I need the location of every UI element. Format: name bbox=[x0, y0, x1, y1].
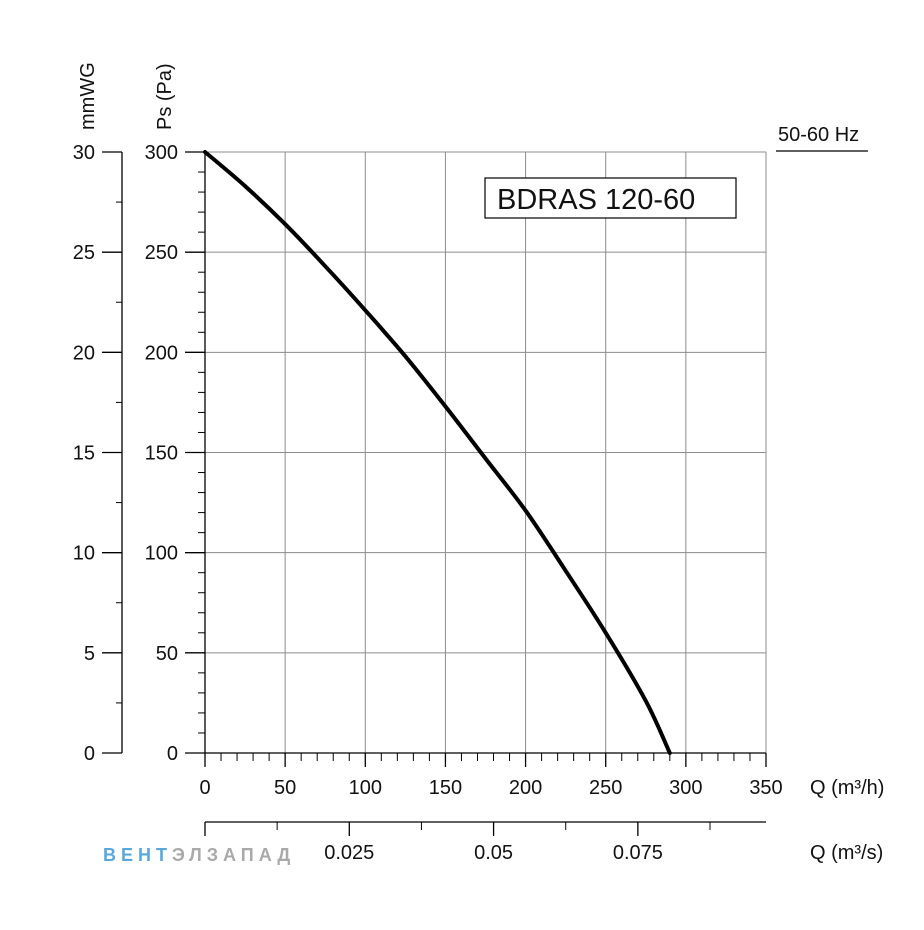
x-tick-label: 350 bbox=[749, 777, 782, 799]
frequency-label: 50-60 Hz bbox=[778, 124, 859, 146]
x-axis-title: Q (m³/h) bbox=[810, 777, 884, 799]
grid bbox=[205, 151, 767, 753]
x-tick-label: 250 bbox=[589, 777, 622, 799]
x-tick-label: 200 bbox=[509, 777, 542, 799]
y2-tick-label: 30 bbox=[73, 142, 95, 164]
y-tick-label: 50 bbox=[156, 643, 178, 665]
y-tick-label: 250 bbox=[145, 242, 178, 264]
y2-tick-label: 5 bbox=[84, 643, 95, 665]
x-tick-label: 100 bbox=[349, 777, 382, 799]
y2-tick-label: 15 bbox=[73, 443, 95, 465]
y2-tick-label: 10 bbox=[73, 543, 95, 565]
x-tick-label: 300 bbox=[669, 777, 702, 799]
y-tick-label: 300 bbox=[145, 142, 178, 164]
x2-tick-label: 0.025 bbox=[324, 842, 374, 864]
performance-curve bbox=[203, 150, 672, 755]
y-tick-label: 0 bbox=[167, 743, 178, 765]
y2-tick-label: 25 bbox=[73, 242, 95, 264]
y2-axis-title: mmWG bbox=[77, 62, 99, 130]
watermark-part-2: ЭЛ bbox=[172, 845, 207, 865]
x-tick-label: 0 bbox=[199, 777, 210, 799]
watermark: ВЕНТЭЛЗАПАД bbox=[103, 845, 295, 865]
x-tick-label: 150 bbox=[429, 777, 462, 799]
model-label: BDRAS 120-60 bbox=[497, 184, 695, 216]
ticks bbox=[102, 151, 767, 836]
watermark-part-3: ЗАПАД bbox=[207, 845, 295, 865]
y-axis-title: Ps (Pa) bbox=[154, 63, 176, 130]
x2-tick-label: 0.075 bbox=[613, 842, 663, 864]
watermark-part-1: ВЕНТ bbox=[103, 845, 172, 865]
y-tick-label: 100 bbox=[145, 543, 178, 565]
y-tick-label: 200 bbox=[145, 342, 178, 364]
model-label-box bbox=[484, 177, 737, 219]
y2-tick-label: 0 bbox=[84, 743, 95, 765]
y2-tick-label: 20 bbox=[73, 342, 95, 364]
x2-tick-label: 0.05 bbox=[474, 842, 513, 864]
x2-axis-title: Q (m³/s) bbox=[810, 842, 883, 864]
y-tick-label: 150 bbox=[145, 443, 178, 465]
x-tick-label: 50 bbox=[274, 777, 296, 799]
